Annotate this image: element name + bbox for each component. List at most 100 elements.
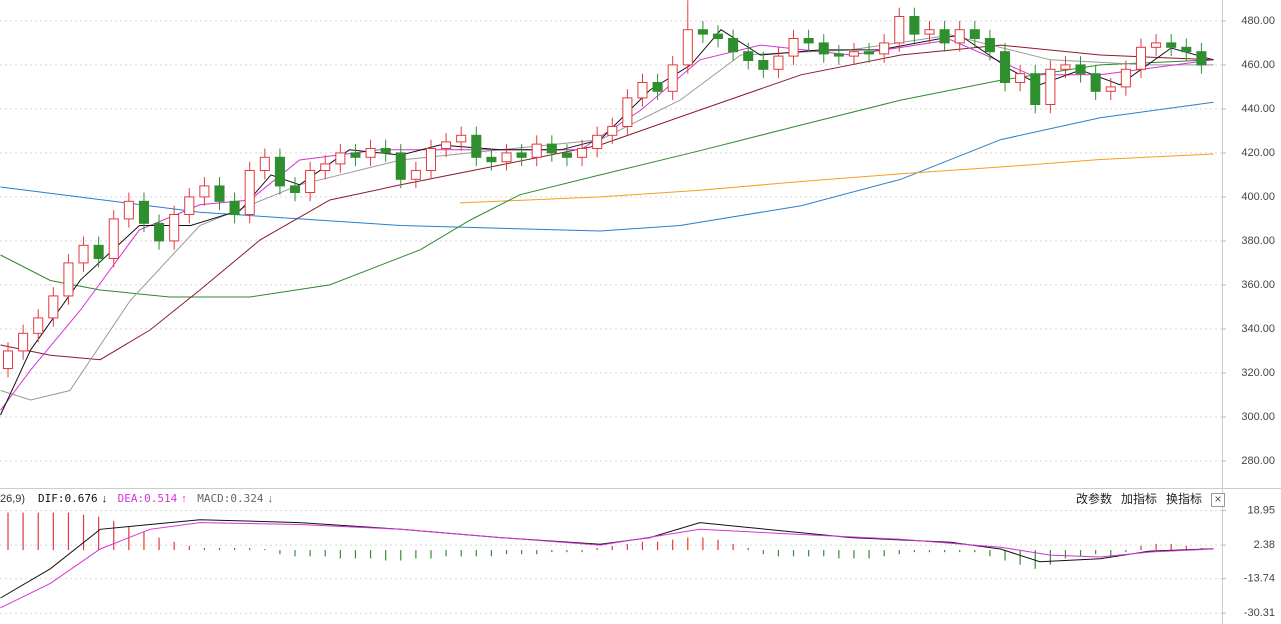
candle-body [758,60,769,70]
moving-average-line [0,101,1214,232]
candle-body [1060,64,1071,70]
candle-body [274,156,285,187]
candle-body [1030,73,1041,106]
candle-body [350,152,361,158]
y-tick-label: 360.00 [1241,279,1275,291]
candle-body [365,148,376,158]
candle-body [622,97,633,128]
candle-body [259,156,270,172]
candle-body [577,148,588,158]
y-tick-label: 340.00 [1241,323,1275,335]
moving-average-line [0,44,1214,361]
candle-body [909,16,920,35]
candle-body [697,29,708,35]
candle-body [169,214,180,242]
dea-line [0,522,1214,609]
candle-body [546,143,557,154]
readout: MACD:0.324 [197,492,264,505]
candle-body [214,185,225,202]
candle-body [864,51,875,55]
candle-body [516,152,527,158]
candle-body [123,200,134,220]
candle-body [78,244,89,264]
candle-body [33,317,44,334]
candle-body [999,51,1011,84]
close-button[interactable]: × [1214,492,1221,506]
candle-body [833,53,844,57]
button[interactable]: 改参数 [1076,491,1112,506]
readout-arrow: ↓ [267,493,273,505]
candle-body [63,262,74,297]
candle-body [531,143,542,158]
candle-body [335,152,346,165]
y-tick-label: 440.00 [1241,103,1275,115]
candle-body [501,152,512,163]
candle-body [289,185,301,194]
candle-body [592,134,603,150]
indicator-label: 26,9) [0,493,25,505]
candle-body [682,29,693,66]
candle-body [154,222,165,242]
candle-body [244,170,255,216]
y-tick-label: -13.74 [1244,573,1275,585]
candle-body [637,82,648,99]
moving-average-line [0,59,1214,298]
y-tick-label: -30.31 [1244,607,1275,619]
candle-body [380,148,391,154]
candle-body [924,29,935,35]
candle-body [1166,42,1177,48]
y-tick-label: 280.00 [1241,455,1275,467]
candle-body [2,350,14,370]
button[interactable]: 加指标 [1121,491,1157,506]
candle-body [818,42,829,55]
macd-panel: 26,9) 18.95 2.38 -13.74 -30.31 DIF:0.676 ↓ DEA… [0,492,1275,619]
y-tick-label: 380.00 [1241,235,1275,247]
candle-body [894,16,905,44]
candle-body [395,152,406,180]
candle-body [184,196,195,216]
readout-arrow: ↓ [102,493,108,505]
readout: DEA:0.514 [118,492,178,505]
y-tick-label: 460.00 [1241,59,1275,71]
candle-body [1105,86,1116,92]
y-tick-label: 320.00 [1241,367,1275,379]
candle-body [652,82,663,92]
candle-body [607,126,618,136]
candle-body [561,152,572,158]
candle-body [939,29,950,44]
candle-body [969,29,980,40]
y-tick-label: 480.00 [1241,15,1275,27]
candle-body [1135,46,1147,70]
candle-body [788,38,799,57]
candle-body [848,51,859,57]
candle-body [441,141,452,150]
y-tick-label: 18.95 [1247,505,1275,517]
candle-body [410,170,421,180]
candle-body [954,29,965,44]
candle-body [712,33,724,40]
button[interactable]: 换指标 [1166,491,1202,506]
y-tick-label: 300.00 [1241,411,1275,423]
candle-body [803,38,814,44]
y-tick-label: 2.38 [1254,539,1275,551]
candle-body [743,51,754,62]
toolbar: 改参数 加指标 换指标 × [1076,491,1225,507]
candle-body [108,218,119,260]
readout-arrow: ↑ [181,493,187,505]
candle-body [229,200,240,216]
candle-body [486,156,497,163]
candle-body [984,38,995,53]
candle-body [879,42,890,55]
close-box[interactable] [1211,493,1225,507]
price-panel: 280.00 300.00 320.00 340.00 360.00 380.00 400.… [0,0,1275,467]
candle-body [199,185,210,198]
candle-body [305,170,316,194]
candle-body [18,332,29,352]
candle-body [456,134,467,143]
candle-body [667,64,678,92]
candle-body [1196,51,1207,66]
candle-body [93,244,104,260]
candle-body [773,55,784,70]
candle-body [1090,73,1101,92]
candle-body [425,148,437,172]
